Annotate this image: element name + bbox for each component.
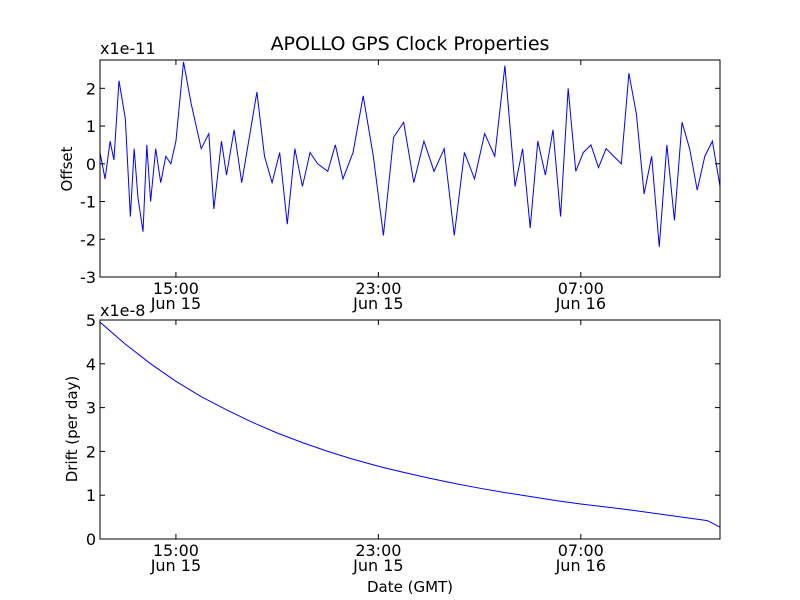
drift-scale-text: x1e-8 (100, 301, 145, 320)
drift-x-tick-label-time: 15:00 (153, 541, 199, 560)
drift-x-tick-label-date: Jun 15 (150, 556, 201, 575)
offset-x-tick-label-date: Jun 15 (150, 294, 201, 313)
offset-y-tick-label: 2 (86, 79, 96, 98)
drift-y-tick-label: 0 (86, 530, 96, 549)
offset-y-tick-label: 0 (86, 155, 96, 174)
drift-y-tick-label: 4 (86, 355, 96, 374)
drift-x-tick-label-time: 07:00 (558, 541, 604, 560)
drift-y-tick-label: 1 (86, 486, 96, 505)
drift-panel: x1e-8 Drift (per day) Date (GMT) 0 1 2 3 4 5 1… (63, 301, 721, 596)
offset-series-line (100, 61, 720, 247)
offset-x-tick-label-time: 07:00 (558, 279, 604, 298)
offset-y-tick-label: -3 (80, 268, 96, 287)
drift-y-tick-label: 5 (86, 311, 96, 330)
drift-y-tick-label: 2 (86, 442, 96, 461)
offset-x-tick-label-time: 15:00 (153, 279, 199, 298)
offset-y-tick-label: -2 (80, 230, 96, 249)
drift-series-line (100, 321, 720, 528)
offset-x-tick-label-time: 23:00 (355, 279, 401, 298)
offset-x-tick-label-date: Jun 15 (352, 294, 403, 313)
drift-x-tick-label-time: 23:00 (355, 541, 401, 560)
offset-scale-text: x1e-11 (100, 39, 156, 58)
drift-y-axis-label: Drift (per day) (63, 376, 81, 483)
drift-axes-frame (99, 319, 721, 540)
offset-axes-frame (99, 59, 721, 278)
drift-x-tick-label-date: Jun 16 (555, 556, 606, 575)
offset-x-tick-label-date: Jun 16 (555, 294, 606, 313)
offset-y-tick-label: -1 (80, 193, 96, 212)
drift-y-tick-label: 3 (86, 399, 96, 418)
chart-title: APOLLO GPS Clock Properties (271, 33, 550, 55)
drift-x-axis-label: Date (GMT) (367, 578, 453, 596)
offset-y-tick-label: 1 (86, 117, 96, 136)
offset-y-axis-label: Offset (58, 146, 76, 191)
drift-x-tick-label-date: Jun 15 (352, 556, 403, 575)
